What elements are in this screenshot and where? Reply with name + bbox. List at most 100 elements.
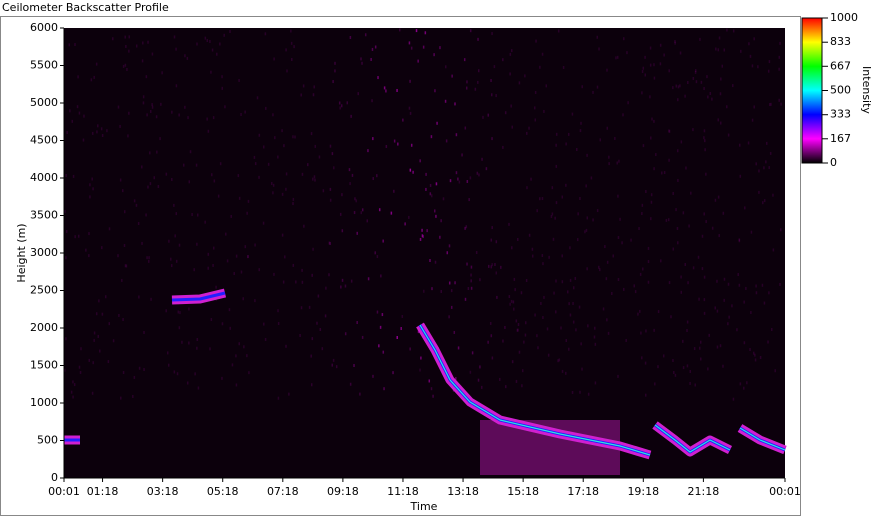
- speckle: [390, 211, 393, 215]
- speckle: [364, 33, 367, 37]
- speckle: [230, 214, 232, 218]
- speckle: [676, 226, 679, 230]
- speckle: [434, 89, 436, 93]
- speckle: [466, 80, 468, 84]
- speckle: [668, 158, 670, 162]
- speckle: [718, 234, 720, 238]
- speckle: [212, 246, 215, 250]
- speckle: [121, 278, 123, 282]
- speckle: [614, 136, 616, 140]
- speckle: [92, 361, 94, 365]
- speckle: [432, 394, 434, 398]
- speckle: [554, 216, 556, 220]
- speckle: [461, 153, 463, 157]
- speckle: [361, 335, 364, 339]
- speckle: [723, 277, 726, 281]
- speckle: [751, 64, 754, 68]
- speckle: [178, 243, 181, 247]
- speckle: [356, 321, 358, 325]
- speckle: [689, 381, 691, 385]
- speckle: [539, 65, 541, 69]
- speckle: [168, 239, 170, 243]
- speckle: [143, 330, 145, 334]
- speckle: [301, 280, 304, 284]
- speckle: [254, 243, 256, 247]
- speckle: [677, 178, 679, 182]
- speckle: [132, 394, 134, 398]
- speckle: [240, 113, 242, 117]
- speckle: [638, 227, 640, 231]
- speckle: [778, 98, 780, 102]
- speckle: [223, 33, 225, 37]
- speckle: [485, 167, 488, 171]
- speckle: [572, 320, 575, 324]
- speckle: [692, 76, 695, 80]
- speckle: [657, 365, 659, 369]
- speckle: [122, 318, 124, 322]
- speckle: [649, 46, 652, 50]
- speckle: [465, 225, 468, 229]
- speckle: [319, 328, 322, 332]
- y-tick-label: 2000: [30, 321, 58, 334]
- x-tick-label: 13:18: [447, 485, 479, 498]
- speckle: [448, 281, 451, 285]
- speckle: [453, 330, 456, 334]
- speckle: [675, 84, 678, 88]
- x-tick-label: 01:18: [87, 485, 119, 498]
- speckle: [744, 206, 746, 210]
- speckle: [467, 287, 470, 291]
- speckle: [247, 199, 250, 203]
- speckle: [371, 47, 374, 51]
- speckle: [714, 306, 716, 310]
- speckle: [88, 358, 91, 362]
- speckle: [424, 31, 427, 35]
- speckle: [727, 133, 730, 137]
- speckle: [325, 286, 327, 290]
- x-tick-label: 17:18: [567, 485, 599, 498]
- speckle: [703, 275, 706, 279]
- speckle: [692, 266, 695, 270]
- speckle: [555, 201, 558, 205]
- speckle: [748, 42, 750, 46]
- speckle: [509, 302, 511, 306]
- speckle: [745, 286, 747, 290]
- cloud-layer: [171, 291, 226, 302]
- speckle: [408, 106, 411, 110]
- speckle: [494, 263, 496, 267]
- speckle: [586, 267, 588, 271]
- y-axis-label: Height (m): [15, 223, 28, 282]
- speckle: [212, 263, 214, 267]
- speckle: [288, 392, 290, 396]
- speckle: [175, 212, 178, 216]
- speckle: [446, 251, 449, 255]
- speckle: [194, 372, 196, 376]
- speckle: [487, 264, 490, 268]
- speckle: [721, 64, 724, 68]
- speckle: [193, 268, 195, 272]
- speckle: [149, 109, 152, 113]
- speckle: [258, 268, 260, 272]
- speckle: [219, 162, 222, 166]
- speckle: [616, 161, 618, 165]
- speckle: [124, 264, 127, 268]
- speckle: [653, 119, 655, 123]
- speckle: [74, 43, 76, 47]
- speckle: [707, 367, 709, 371]
- speckle: [755, 291, 758, 295]
- speckle: [778, 55, 781, 59]
- speckle: [346, 101, 349, 105]
- x-tick-label: 09:18: [327, 485, 359, 498]
- speckle: [490, 334, 493, 338]
- speckle: [765, 160, 767, 164]
- speckle: [672, 191, 674, 195]
- speckle: [627, 101, 629, 105]
- speckle: [521, 384, 523, 388]
- speckle: [371, 99, 373, 103]
- speckle: [73, 383, 76, 387]
- speckle: [454, 102, 456, 106]
- speckle: [380, 274, 382, 278]
- speckle: [543, 295, 545, 299]
- speckle: [237, 174, 240, 178]
- speckle: [314, 144, 317, 148]
- speckle: [650, 136, 652, 140]
